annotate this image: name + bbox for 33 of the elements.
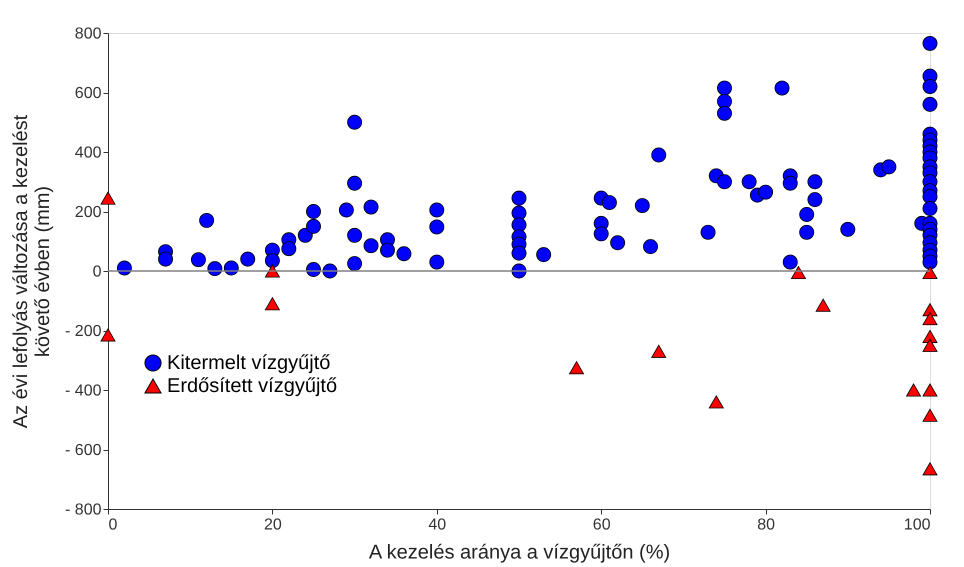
point: [708, 395, 724, 408]
y-tick-label: 200: [74, 204, 102, 221]
point: [922, 462, 938, 476]
point: [100, 328, 116, 342]
point: [816, 298, 831, 312]
y-tick-label: 0: [92, 264, 102, 280]
point: [922, 266, 938, 280]
x-tick-label: 60: [592, 516, 611, 534]
y-tick-label: 600: [74, 85, 102, 102]
point: [922, 383, 938, 397]
y-tick-label: 400: [74, 144, 102, 162]
y-tick-label: - 200: [65, 323, 102, 340]
point: [922, 338, 938, 352]
x-tick-label: 40: [428, 516, 446, 534]
x-tick-label: 0: [108, 516, 118, 534]
point: [922, 408, 938, 422]
x-axis-title: A kezelés aránya a vízgyűjtőn (%): [368, 542, 670, 564]
point: [922, 312, 938, 326]
x-tick-label: 80: [757, 516, 776, 534]
point: [569, 361, 584, 374]
point: [100, 192, 116, 205]
y-tick-label: 800: [74, 26, 102, 42]
y-axis-title: Az évi lefolyás változása a kezelést követő évben (mm): [10, 114, 54, 428]
x-tick-label: 20: [264, 516, 282, 534]
legend-label: Erdősített vízgyűjtő: [167, 375, 338, 397]
y-tick-label: - 600: [65, 442, 102, 459]
point: [906, 383, 922, 397]
y-tick-label: - 800: [65, 502, 102, 518]
y-tick-label: - 400: [65, 382, 102, 400]
legend-label: Kitermelt vízgyűjtő: [167, 352, 330, 374]
point: [264, 297, 280, 310]
point: [651, 344, 666, 358]
x-tick-label: 100: [904, 516, 931, 534]
